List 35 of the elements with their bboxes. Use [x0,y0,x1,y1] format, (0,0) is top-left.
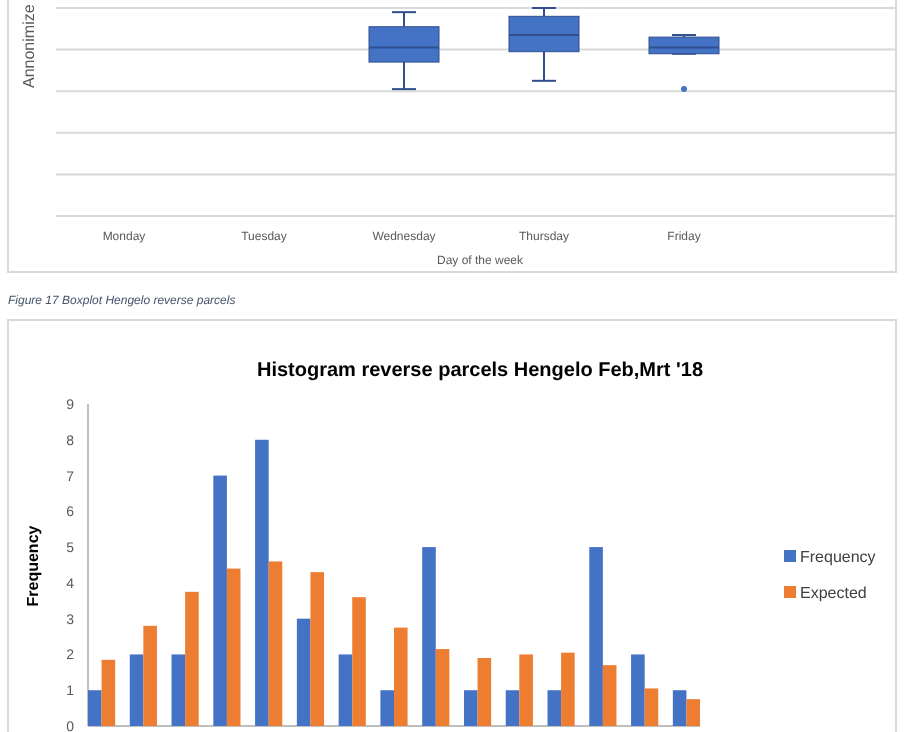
y-axis-title: Frequency [24,524,42,607]
legend-label: Frequency [800,548,876,566]
bar [435,649,450,726]
bar [477,658,492,726]
bar [519,654,533,726]
bar [463,690,478,726]
bar [255,439,269,726]
bar [561,652,575,726]
bar [171,654,186,726]
bar [589,547,603,726]
bar [101,659,116,726]
bar [226,568,241,726]
bar [686,699,700,726]
bar [352,597,366,726]
bar [88,690,102,726]
legend-label: Expected [800,584,867,602]
bar [672,690,687,726]
bar [268,561,283,726]
bar [380,690,394,726]
bar [185,591,199,726]
bar [547,690,562,726]
bar [644,688,659,726]
bar [129,654,144,726]
bar [143,625,157,726]
bar [296,618,311,726]
bar [422,547,436,726]
bar [394,627,408,726]
bar [505,690,520,726]
bar [310,572,325,726]
bar [338,654,353,726]
bar [213,475,227,726]
bar [602,665,617,726]
chart-title: Histogram reverse parcels Hengelo Feb,Mrt '18 [256,360,704,382]
bar [631,654,645,726]
text: Annonimize [20,3,38,88]
